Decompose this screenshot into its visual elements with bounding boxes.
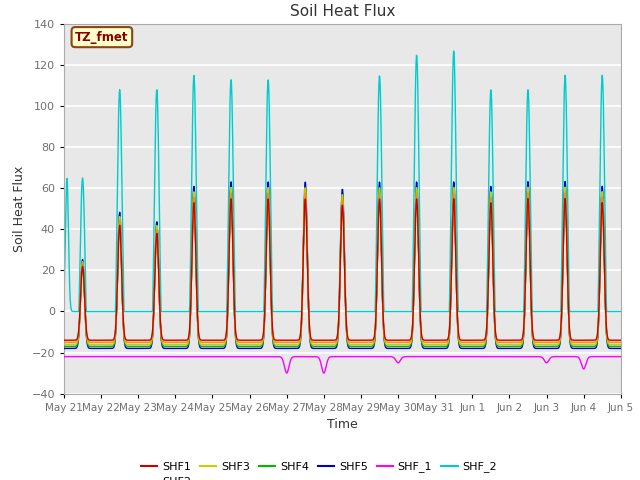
X-axis label: Time: Time (327, 418, 358, 431)
Line: SHF2: SHF2 (64, 193, 621, 342)
Title: Soil Heat Flux: Soil Heat Flux (290, 4, 395, 19)
SHF2 (246, 339, 254, 345)
SHF2 (184, 338, 191, 344)
Line: SHF1: SHF1 (64, 199, 621, 340)
SHF_2 (171, 309, 179, 314)
SHF1 (170, 337, 178, 343)
SHF_2 (552, 309, 559, 314)
SHF1 (246, 337, 254, 343)
SHF_1 (429, 354, 437, 360)
SHF_1 (184, 354, 191, 360)
SHF_2 (502, 309, 510, 314)
SHF_1 (551, 354, 559, 360)
Line: SHF3: SHF3 (64, 187, 621, 344)
SHF1 (184, 336, 191, 342)
SHF5 (60, 346, 68, 351)
SHF1 (60, 337, 68, 343)
Line: SHF_2: SHF_2 (64, 51, 621, 312)
SHF3 (502, 341, 509, 347)
SHF4 (429, 344, 436, 349)
SHF3 (184, 340, 191, 346)
SHF4 (502, 344, 509, 349)
SHF2 (170, 339, 178, 345)
SHF_2 (60, 290, 68, 296)
SHF1 (561, 196, 569, 202)
Line: SHF5: SHF5 (64, 181, 621, 348)
SHF5 (429, 346, 436, 351)
SHF5 (246, 346, 254, 351)
SHF_2 (120, 309, 128, 314)
SHF3 (246, 341, 254, 347)
Y-axis label: Soil Heat Flux: Soil Heat Flux (13, 166, 26, 252)
SHF5 (184, 345, 191, 350)
SHF_2 (450, 48, 458, 54)
SHF3 (551, 341, 559, 347)
SHF2 (551, 339, 559, 345)
SHF4 (246, 344, 254, 349)
SHF_1 (502, 354, 509, 360)
Text: TZ_fmet: TZ_fmet (75, 31, 129, 44)
SHF1 (429, 337, 436, 343)
SHF3 (561, 184, 569, 190)
SHF2 (561, 190, 569, 196)
SHF2 (429, 339, 436, 345)
SHF_2 (429, 309, 437, 314)
SHF1 (551, 337, 559, 343)
Line: SHF_1: SHF_1 (64, 357, 621, 373)
SHF5 (502, 346, 509, 351)
SHF_1 (617, 354, 625, 360)
SHF5 (617, 346, 625, 351)
SHF_1 (283, 370, 291, 376)
SHF_1 (60, 354, 68, 360)
SHF4 (561, 184, 569, 190)
SHF4 (184, 342, 191, 348)
SHF1 (502, 337, 509, 343)
SHF5 (170, 346, 178, 351)
SHF5 (551, 346, 559, 351)
SHF_2 (246, 309, 254, 314)
SHF3 (617, 341, 625, 347)
Line: SHF4: SHF4 (64, 187, 621, 347)
SHF1 (617, 337, 625, 343)
SHF4 (551, 344, 559, 349)
SHF3 (60, 341, 68, 347)
SHF2 (617, 339, 625, 345)
SHF_2 (184, 309, 192, 314)
SHF4 (170, 344, 178, 349)
SHF_1 (170, 354, 178, 360)
SHF5 (561, 179, 569, 184)
SHF4 (60, 344, 68, 349)
SHF4 (617, 344, 625, 349)
SHF3 (170, 341, 178, 347)
Legend: SHF1, SHF2, SHF3, SHF4, SHF5, SHF_1, SHF_2: SHF1, SHF2, SHF3, SHF4, SHF5, SHF_1, SHF… (136, 457, 501, 480)
SHF3 (429, 341, 436, 347)
SHF2 (502, 339, 509, 345)
SHF_1 (246, 354, 254, 360)
SHF_2 (617, 309, 625, 314)
SHF2 (60, 339, 68, 345)
